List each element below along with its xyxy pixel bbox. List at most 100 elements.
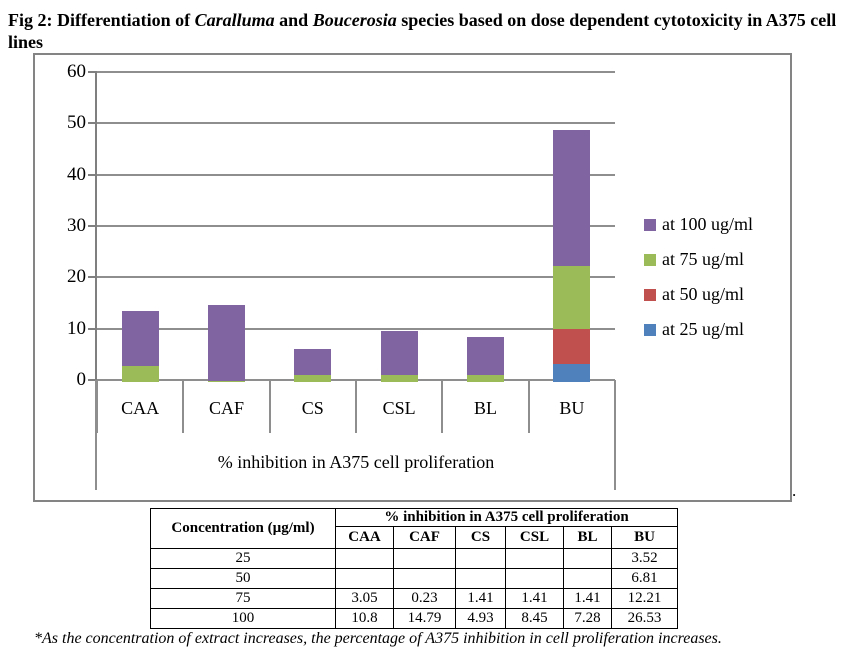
concentration-cell: 75 bbox=[150, 588, 336, 609]
data-table: Concentration (µg/ml) % inhibition in A3… bbox=[150, 508, 678, 629]
legend-item: at 75 ug/ml bbox=[644, 242, 753, 277]
gridline-20 bbox=[97, 276, 615, 279]
table-column-header: CAF bbox=[393, 526, 456, 549]
caption-segment: species based on dose dependent cytotoxi… bbox=[8, 10, 837, 52]
table-header-concentration: Concentration (µg/ml) bbox=[150, 508, 336, 549]
legend-label: at 100 ug/ml bbox=[662, 214, 753, 234]
x-axis-category-label: BL bbox=[473, 398, 497, 418]
value-cell: 26.53 bbox=[611, 608, 678, 629]
table-row: 50 6.81 bbox=[150, 568, 678, 589]
table-column-header: CS bbox=[455, 526, 506, 549]
bar-segment-CAA bbox=[121, 310, 159, 367]
concentration-cell: 50 bbox=[150, 568, 336, 589]
value-cell: 0.23 bbox=[393, 588, 456, 609]
bar-segment-CAA bbox=[121, 366, 159, 382]
bar-segment-BL bbox=[467, 374, 504, 382]
value-cell: 4.93 bbox=[455, 608, 506, 629]
bar-segment-BL bbox=[467, 337, 504, 375]
category-divider bbox=[268, 380, 271, 433]
table-column-header: CAA bbox=[335, 526, 394, 549]
legend-swatch-icon bbox=[644, 253, 656, 266]
axis-band-right-line bbox=[614, 380, 616, 490]
category-divider bbox=[355, 380, 357, 433]
legend-label: at 75 ug/ml bbox=[662, 249, 744, 269]
value-cell bbox=[563, 548, 612, 569]
legend-label: at 50 ug/ml bbox=[662, 284, 744, 304]
value-cell: 1.41 bbox=[505, 588, 564, 609]
axis-band-left-line bbox=[95, 380, 97, 490]
legend-item: at 50 ug/ml bbox=[644, 277, 753, 312]
value-cell bbox=[335, 548, 394, 569]
table-row: 100 10.8 14.79 4.93 8.45 7.28 26.53 bbox=[150, 608, 678, 629]
y-tick-mark bbox=[88, 276, 97, 279]
y-axis-tick-label: 10 bbox=[67, 317, 86, 339]
trailing-period: . bbox=[792, 481, 797, 500]
category-divider bbox=[527, 380, 530, 433]
legend-swatch-icon bbox=[644, 323, 656, 336]
bar-segment-BU bbox=[553, 266, 591, 329]
gridline-10 bbox=[97, 327, 615, 330]
legend-label: at 25 ug/ml bbox=[662, 319, 744, 339]
value-cell: 1.41 bbox=[455, 588, 506, 609]
x-axis-title: % inhibition in A375 cell proliferation bbox=[217, 452, 495, 472]
bar-segment-CSL bbox=[380, 331, 418, 375]
table-column-header: BU bbox=[611, 526, 678, 549]
value-cell bbox=[393, 548, 456, 569]
plot-area: 0 10 20 30 40 50 60 CAA CAF CS CSL BL BU bbox=[67, 61, 616, 490]
table-row: 25 3.52 bbox=[150, 548, 678, 569]
caption-segment: Fig 2: Differentiation of bbox=[8, 10, 195, 30]
table-row: 75 3.05 0.23 1.41 1.41 1.41 12.21 bbox=[150, 588, 678, 609]
y-axis-tick-label: 30 bbox=[67, 215, 86, 236]
y-axis-tick-label: 0 bbox=[76, 369, 87, 390]
gridline-50 bbox=[97, 122, 615, 125]
value-cell: 3.52 bbox=[611, 548, 678, 569]
gridline-30 bbox=[97, 225, 615, 227]
bar-segment-CS bbox=[294, 349, 332, 375]
chart-frame: 0 10 20 30 40 50 60 CAA CAF CS CSL BL BU % inhibitio… bbox=[33, 53, 792, 502]
legend-item: at 25 ug/ml bbox=[644, 312, 753, 347]
value-cell: 14.79 bbox=[393, 608, 456, 629]
y-axis-tick-label: 20 bbox=[67, 266, 86, 288]
category-divider bbox=[182, 380, 185, 433]
bar-segment-BU bbox=[553, 328, 591, 364]
y-axis-tick-label: 40 bbox=[67, 163, 86, 185]
bar-segment-BU bbox=[553, 363, 591, 382]
category-divider bbox=[441, 380, 444, 433]
x-axis-category-label: CS bbox=[301, 398, 324, 418]
legend-item: at 100 ug/ml bbox=[644, 207, 753, 242]
value-cell bbox=[335, 568, 394, 589]
x-axis-category-label: CSL bbox=[382, 398, 416, 418]
y-tick-mark bbox=[88, 225, 97, 227]
bar-segment-CAF bbox=[208, 304, 245, 381]
y-axis-tick-label: 50 bbox=[67, 112, 86, 134]
chart-legend: at 100 ug/ml at 75 ug/ml at 50 ug/ml at 25 … bbox=[644, 207, 753, 347]
value-cell: 7.28 bbox=[563, 608, 612, 629]
legend-swatch-icon bbox=[644, 288, 656, 301]
x-axis-category-label: BU bbox=[559, 398, 585, 418]
value-cell bbox=[455, 548, 506, 569]
y-tick-mark bbox=[88, 379, 97, 381]
value-cell bbox=[505, 548, 564, 569]
bar-segment-CSL bbox=[380, 374, 418, 382]
footnote: *As the concentration of extract increas… bbox=[34, 630, 722, 647]
value-cell: 12.21 bbox=[611, 588, 678, 609]
concentration-cell: 100 bbox=[150, 608, 336, 629]
value-cell: 3.05 bbox=[335, 588, 394, 609]
concentration-cell: 25 bbox=[150, 548, 336, 569]
y-tick-mark bbox=[88, 327, 97, 330]
y-tick-mark bbox=[88, 122, 97, 125]
table-column-header: BL bbox=[563, 526, 612, 549]
caption-segment: and bbox=[274, 10, 313, 30]
legend-swatch-icon bbox=[644, 218, 656, 231]
value-cell: 6.81 bbox=[611, 568, 678, 589]
table-column-header: CSL bbox=[505, 526, 564, 549]
bar-segment-BU bbox=[553, 130, 591, 267]
y-axis-line bbox=[95, 72, 97, 380]
value-cell bbox=[455, 568, 506, 589]
value-cell bbox=[393, 568, 456, 589]
y-tick-mark bbox=[88, 173, 97, 176]
gridline-60 bbox=[97, 71, 615, 73]
x-axis-category-label: CAA bbox=[121, 398, 160, 418]
value-cell bbox=[505, 568, 564, 589]
gridline-40 bbox=[97, 173, 615, 176]
